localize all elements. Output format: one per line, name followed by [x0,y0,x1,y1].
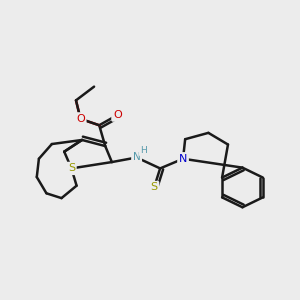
Text: S: S [151,182,158,193]
Text: N: N [133,152,140,163]
Text: S: S [68,164,75,173]
Text: H: H [140,146,147,155]
Text: N: N [179,154,187,164]
Text: O: O [113,110,122,120]
Text: O: O [76,114,85,124]
